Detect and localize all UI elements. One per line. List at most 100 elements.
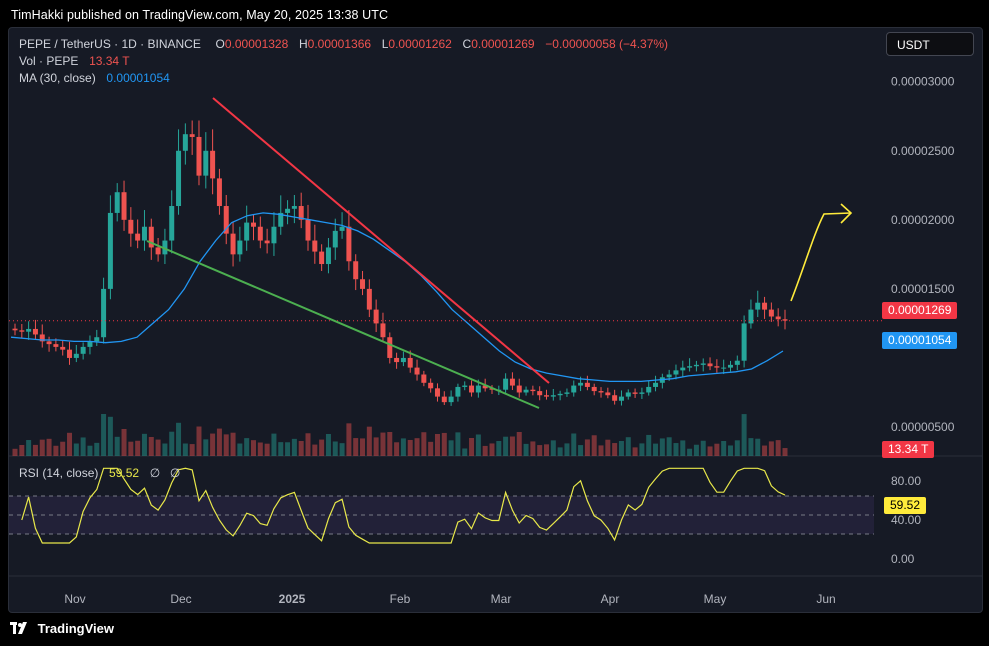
volume-bar [210, 433, 216, 456]
volume-value: 13.34 T [89, 54, 130, 68]
candle-body [60, 346, 66, 350]
volume-bar [39, 439, 45, 456]
rsi-extra-2: ∅ [169, 466, 181, 480]
candle-body [407, 357, 413, 368]
candle-body [176, 150, 182, 207]
candle-body [223, 206, 229, 234]
volume-bar [489, 443, 495, 456]
symbol-label[interactable]: PEPE / TetherUS · 1D · BINANCE [19, 37, 201, 51]
volume-bar [714, 443, 720, 456]
volume-bar [475, 434, 481, 456]
candle-body [523, 389, 529, 393]
candle-body [680, 367, 686, 371]
candle-body [39, 334, 45, 342]
volume-bar [557, 447, 563, 456]
volume-bar [516, 432, 522, 456]
volume-bar [237, 443, 243, 456]
rsi-line [21, 467, 786, 544]
tradingview-footer[interactable]: TradingView [10, 621, 114, 637]
candle-body [584, 382, 590, 387]
candle-body [148, 226, 154, 248]
legend-ma-row: MA (30, close) 0.00001054 [19, 71, 170, 85]
candle-body [319, 251, 325, 265]
volume-bar [550, 440, 556, 456]
tradingview-logo-icon [10, 622, 30, 637]
chart-canvas[interactable]: 0.00003000 0.00002500 0.00002000 0.00001500… [9, 28, 982, 612]
volume-bar [428, 441, 434, 456]
volume-bar [707, 446, 713, 456]
candle-body [155, 247, 161, 255]
candle-body [755, 302, 761, 310]
volume-bar [618, 441, 624, 456]
candle-body [353, 261, 359, 280]
candle-body [434, 388, 440, 397]
volume-bar [687, 448, 693, 456]
candle-body [598, 391, 604, 393]
legend-volume-row: Vol · PEPE 13.34 T [19, 54, 130, 68]
candle-body [141, 226, 147, 241]
volume-bar [87, 445, 93, 456]
volume-bar [250, 440, 256, 456]
candle-body [169, 206, 175, 241]
candle-body [244, 222, 250, 241]
volume-bar [741, 414, 747, 456]
candle-body [250, 222, 256, 227]
volume-bar [182, 443, 188, 456]
volume-label[interactable]: Vol · PEPE [19, 54, 79, 68]
candle-body [196, 136, 202, 176]
volume-bar [434, 434, 440, 456]
volume-bar [509, 436, 515, 456]
volume-bar [101, 414, 107, 456]
candle-body [346, 226, 352, 262]
volume-bar [162, 443, 168, 456]
volume-bar [659, 438, 665, 456]
projection-arrow-head [840, 203, 853, 224]
candle-body [271, 226, 277, 244]
candle-body [571, 385, 577, 393]
candle-body [264, 240, 270, 244]
volume-bar [203, 439, 209, 456]
x-tick-label: Mar [491, 592, 512, 606]
open-label: O [215, 37, 225, 51]
volume-bar [360, 438, 366, 456]
volume-bar [169, 431, 175, 456]
volume-bar [571, 433, 577, 456]
volume-bar [135, 440, 141, 456]
volume-bar [768, 441, 774, 456]
volume-bar [666, 437, 672, 456]
volume-bar [332, 441, 338, 456]
volume-bar [264, 443, 270, 456]
candle-body [182, 134, 188, 151]
rsi-value-badge: 59.52 [884, 497, 927, 514]
volume-bar [285, 442, 291, 456]
candle-body [673, 370, 679, 375]
volume-bar [298, 441, 304, 456]
candle-body [107, 212, 113, 289]
ma-label[interactable]: MA (30, close) [19, 71, 96, 85]
currency-unit-button[interactable]: USDT [886, 32, 974, 56]
volume-bar [373, 437, 379, 456]
candle-body [114, 192, 120, 213]
rsi-label[interactable]: RSI (14, close) [19, 466, 99, 480]
candle-body [428, 382, 434, 389]
x-tick-label: Feb [390, 592, 411, 606]
candle-body [441, 396, 447, 403]
volume-bar [462, 448, 468, 456]
volume-bar [523, 443, 529, 456]
volume-bar [400, 438, 406, 456]
rsi-tick-label: 80.00 [891, 474, 921, 488]
candle-body [203, 150, 209, 176]
candle-body [332, 230, 338, 248]
volume-bar [46, 438, 52, 456]
candle-body [768, 309, 774, 317]
tradingview-brand: TradingView [37, 621, 114, 636]
volume-bar [19, 444, 25, 456]
volume-bar [60, 441, 66, 456]
volume-bar [564, 443, 570, 456]
candle-body [775, 316, 781, 320]
volume-bar [148, 437, 154, 456]
change-value: −0.00000058 (−4.37%) [545, 37, 669, 51]
chart-panel[interactable]: 0.00003000 0.00002500 0.00002000 0.00001500… [8, 27, 983, 613]
volume-bar [53, 445, 59, 456]
volume-bar [73, 443, 79, 456]
